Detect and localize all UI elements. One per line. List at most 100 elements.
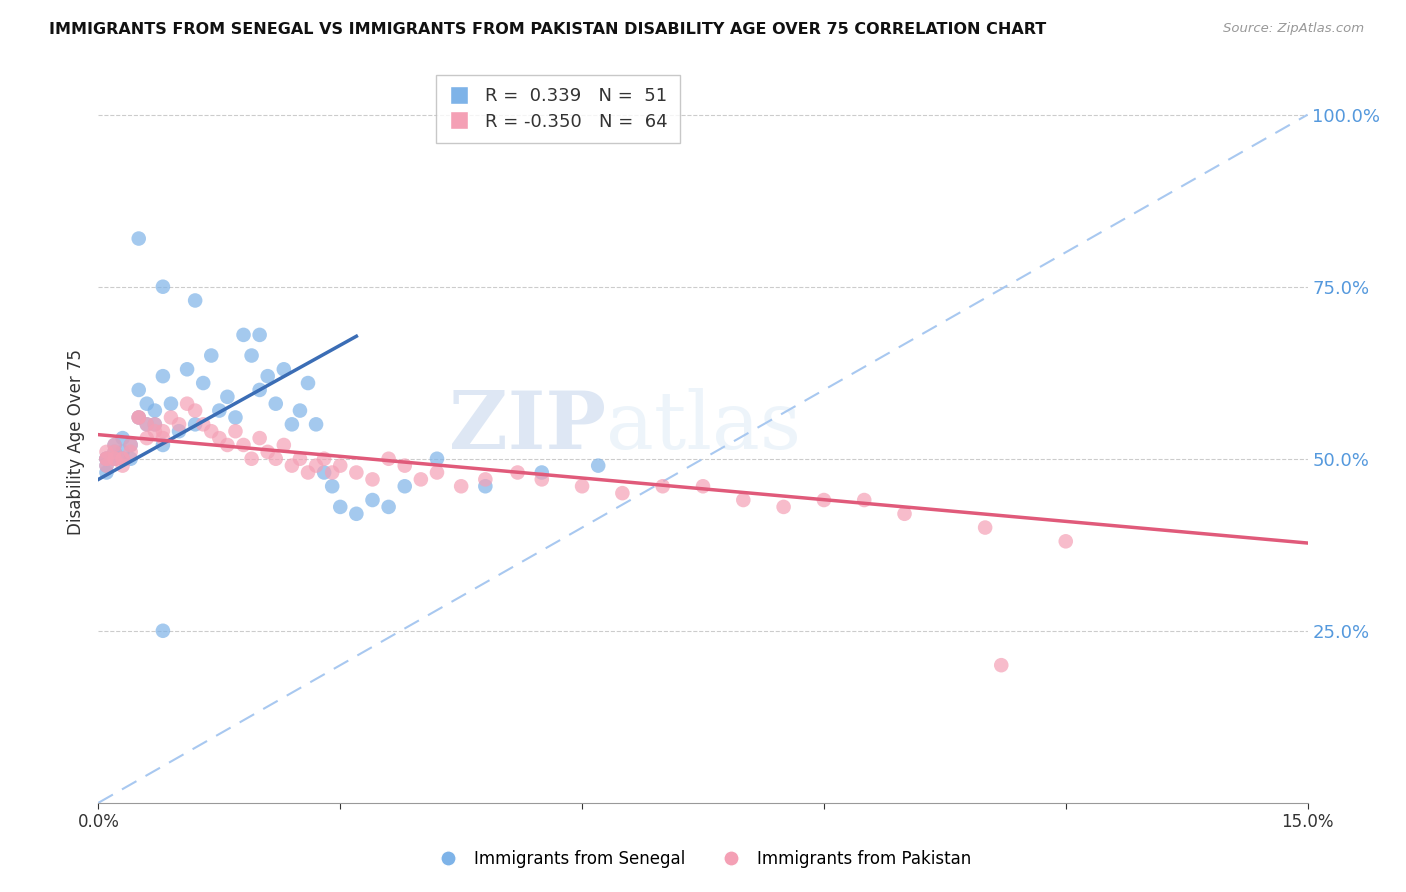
Point xyxy=(249,327,271,342)
Point xyxy=(135,417,157,432)
Point xyxy=(232,438,254,452)
Point xyxy=(103,451,125,466)
Text: ZIP: ZIP xyxy=(450,388,606,467)
Point xyxy=(281,417,304,432)
Point xyxy=(314,451,336,466)
Point xyxy=(651,479,673,493)
Point xyxy=(305,458,328,473)
Point xyxy=(103,451,125,466)
Text: IMMIGRANTS FROM SENEGAL VS IMMIGRANTS FROM PAKISTAN DISABILITY AGE OVER 75 CORRE: IMMIGRANTS FROM SENEGAL VS IMMIGRANTS FR… xyxy=(49,22,1046,37)
Point xyxy=(772,500,794,514)
Point xyxy=(143,424,166,438)
Point xyxy=(143,417,166,432)
Point xyxy=(249,383,271,397)
Point xyxy=(96,451,118,466)
Point xyxy=(96,445,118,459)
Point xyxy=(152,424,174,438)
Point xyxy=(152,279,174,293)
Point xyxy=(249,431,271,445)
Point xyxy=(128,383,150,397)
Point xyxy=(273,362,295,376)
Point xyxy=(273,438,295,452)
Point xyxy=(128,410,150,425)
Point xyxy=(426,466,449,480)
Point xyxy=(96,458,118,473)
Point xyxy=(111,445,134,459)
Point xyxy=(103,445,125,459)
Point xyxy=(184,403,207,417)
Point xyxy=(103,438,125,452)
Point xyxy=(474,479,496,493)
Point xyxy=(128,410,150,425)
Point xyxy=(128,231,150,245)
Point xyxy=(733,493,755,508)
Point xyxy=(96,451,118,466)
Point xyxy=(288,451,311,466)
Point xyxy=(103,445,125,459)
Point xyxy=(103,451,125,466)
Point xyxy=(297,466,319,480)
Point xyxy=(208,431,231,445)
Point xyxy=(240,349,263,363)
Text: atlas: atlas xyxy=(606,388,801,467)
Point xyxy=(329,458,352,473)
Point xyxy=(200,349,222,363)
Point xyxy=(474,472,496,486)
Text: Source: ZipAtlas.com: Source: ZipAtlas.com xyxy=(1223,22,1364,36)
Point xyxy=(120,438,142,452)
Point xyxy=(120,438,142,452)
Point xyxy=(990,658,1012,673)
Point xyxy=(813,493,835,508)
Point xyxy=(288,403,311,417)
Point xyxy=(111,451,134,466)
Point xyxy=(217,390,239,404)
Point xyxy=(571,479,593,493)
Point xyxy=(176,397,198,411)
Point xyxy=(208,403,231,417)
Point xyxy=(167,424,190,438)
Point xyxy=(96,451,118,466)
Point xyxy=(143,417,166,432)
Point xyxy=(264,451,287,466)
Point xyxy=(128,410,150,425)
Point xyxy=(240,451,263,466)
Point xyxy=(200,424,222,438)
Point xyxy=(103,451,125,466)
Point xyxy=(361,472,384,486)
Point xyxy=(893,507,915,521)
Point xyxy=(853,493,876,508)
Point xyxy=(111,431,134,445)
Legend: Immigrants from Senegal, Immigrants from Pakistan: Immigrants from Senegal, Immigrants from… xyxy=(429,844,977,875)
Point xyxy=(135,397,157,411)
Point xyxy=(530,466,553,480)
Point xyxy=(143,403,166,417)
Point xyxy=(361,493,384,508)
Point xyxy=(120,451,142,466)
Point xyxy=(120,445,142,459)
Point xyxy=(281,458,304,473)
Point xyxy=(176,362,198,376)
Point xyxy=(344,507,367,521)
Point xyxy=(394,458,416,473)
Point xyxy=(160,410,183,425)
Point xyxy=(314,466,336,480)
Point xyxy=(96,458,118,473)
Point xyxy=(152,624,174,638)
Point xyxy=(217,438,239,452)
Point xyxy=(167,417,190,432)
Point xyxy=(530,472,553,486)
Point xyxy=(409,472,432,486)
Point xyxy=(321,466,343,480)
Point xyxy=(152,431,174,445)
Point xyxy=(305,417,328,432)
Point xyxy=(377,500,399,514)
Point xyxy=(111,451,134,466)
Point xyxy=(329,500,352,514)
Point xyxy=(184,293,207,308)
Point xyxy=(152,369,174,384)
Point xyxy=(96,466,118,480)
Point xyxy=(111,451,134,466)
Point xyxy=(612,486,634,500)
Point xyxy=(256,445,278,459)
Legend: R =  0.339   N =  51, R = -0.350   N =  64: R = 0.339 N = 51, R = -0.350 N = 64 xyxy=(436,75,681,144)
